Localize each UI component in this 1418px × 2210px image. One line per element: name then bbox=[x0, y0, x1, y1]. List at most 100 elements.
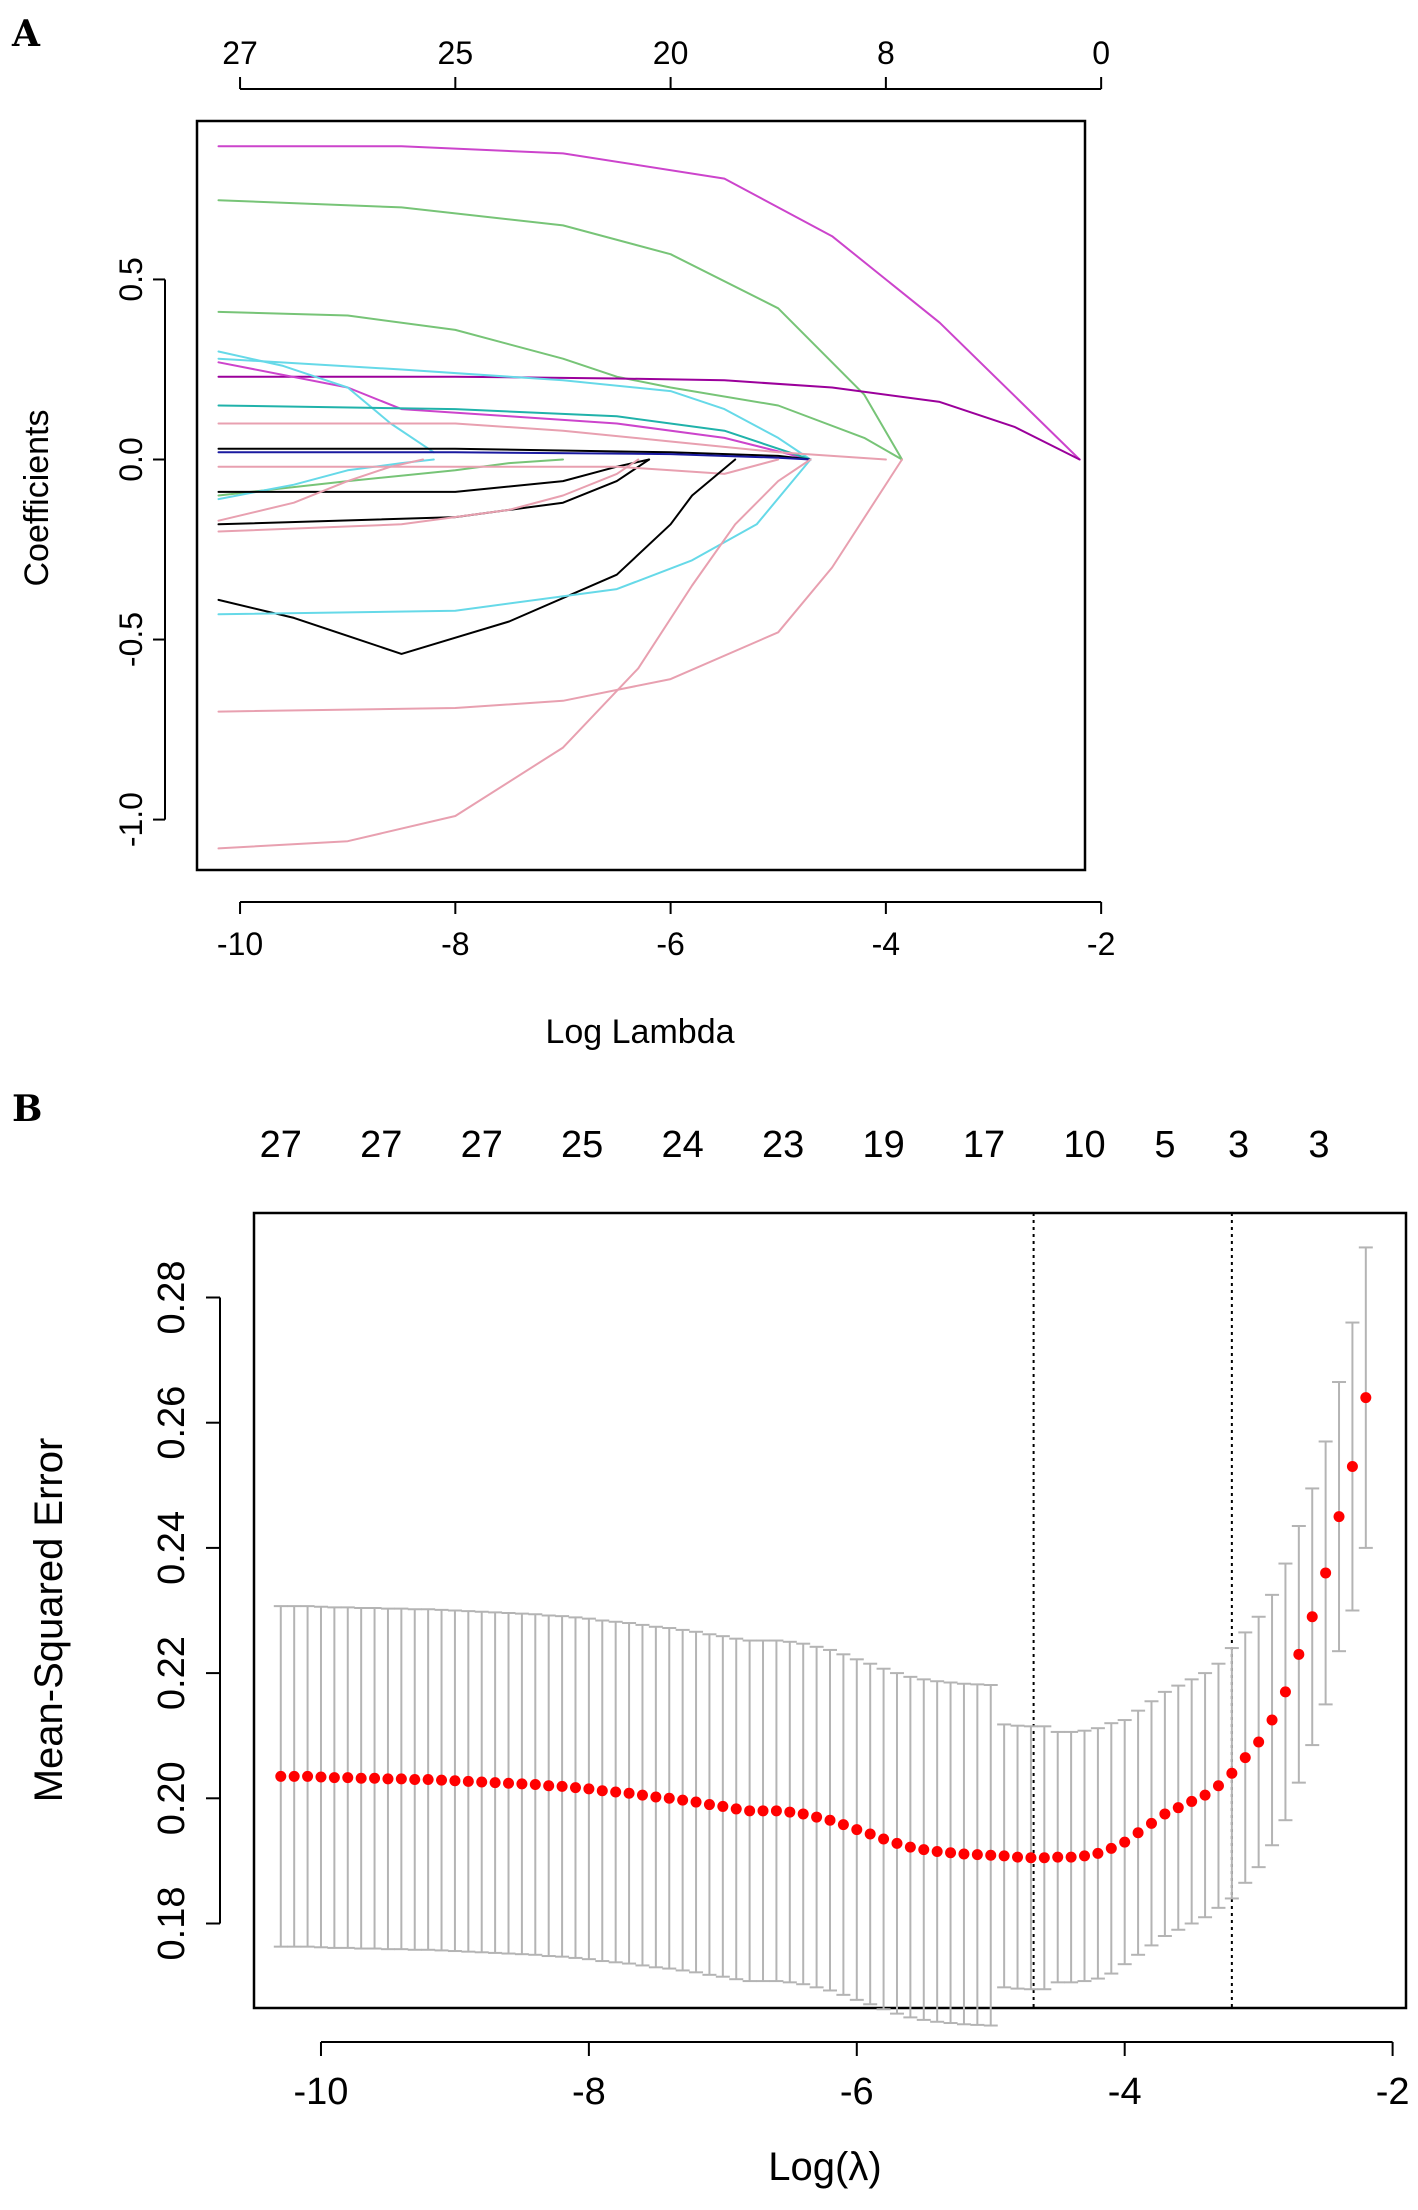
coefficient-line-9 bbox=[217, 422, 887, 461]
mse-point bbox=[1279, 1686, 1291, 1698]
error-bars bbox=[273, 1246, 1373, 2027]
mse-point bbox=[811, 1811, 823, 1823]
x-tick-label-b: -2 bbox=[1376, 2071, 1410, 2113]
mse-point bbox=[1293, 1648, 1305, 1660]
coefficient-line-3 bbox=[217, 310, 903, 461]
coefficient-line-17 bbox=[217, 458, 640, 533]
mse-point bbox=[744, 1805, 756, 1817]
top-axis-a: 27 25 20 8 0 bbox=[222, 35, 1110, 90]
y-tick-label-b: 0.24 bbox=[151, 1511, 193, 1585]
top-tick-label-b: 25 bbox=[561, 1124, 603, 1166]
mse-point bbox=[1119, 1836, 1131, 1848]
top-tick-label-b: 24 bbox=[662, 1124, 704, 1166]
mse-point bbox=[462, 1775, 474, 1787]
mse-point bbox=[1226, 1767, 1238, 1779]
coefficient-line-4 bbox=[217, 375, 1081, 461]
mse-point bbox=[824, 1814, 836, 1826]
mse-point bbox=[342, 1772, 354, 1784]
mse-point bbox=[623, 1787, 635, 1799]
top-tick-label-a: 0 bbox=[1092, 35, 1110, 71]
mse-point bbox=[1212, 1780, 1224, 1792]
top-tick-label-b: 17 bbox=[963, 1124, 1005, 1166]
top-tick-label-b: 5 bbox=[1154, 1124, 1175, 1166]
mse-points bbox=[275, 1392, 1372, 1864]
coefficient-path-panel: A -10 -8 -6 -4 -2 27 25 20 8 0 -1.0 -0.5 0.0 0.5 Lo… bbox=[11, 13, 1115, 1051]
mse-point bbox=[1266, 1714, 1278, 1726]
mse-point bbox=[1159, 1808, 1171, 1820]
mse-point bbox=[449, 1775, 461, 1787]
top-tick-label-a: 25 bbox=[438, 35, 474, 71]
mse-point bbox=[770, 1805, 782, 1817]
x-axis-title-a: Log Lambda bbox=[545, 1013, 734, 1051]
mse-point bbox=[610, 1786, 622, 1798]
mse-point bbox=[985, 1849, 997, 1861]
coefficient-line-16 bbox=[217, 458, 651, 526]
mse-point bbox=[476, 1776, 488, 1788]
mse-point bbox=[677, 1794, 689, 1806]
coefficient-line-5 bbox=[217, 357, 812, 461]
mse-point bbox=[998, 1850, 1010, 1862]
mse-point bbox=[328, 1772, 340, 1784]
y-axis-b: 0.18 0.20 0.22 0.24 0.26 0.28 bbox=[151, 1261, 221, 1961]
mse-point bbox=[583, 1783, 595, 1795]
y-tick-label-b: 0.20 bbox=[151, 1761, 193, 1835]
mse-point bbox=[436, 1774, 448, 1786]
mse-point bbox=[1038, 1852, 1050, 1864]
mse-point bbox=[690, 1796, 702, 1808]
mse-point bbox=[958, 1848, 970, 1860]
mse-point bbox=[556, 1780, 568, 1792]
x-tick-label-a: -2 bbox=[1087, 926, 1115, 962]
top-tick-label-b: 27 bbox=[260, 1124, 302, 1166]
mse-point bbox=[1199, 1789, 1211, 1801]
plot-frame-a bbox=[195, 119, 1087, 872]
mse-point bbox=[904, 1841, 916, 1853]
y-axis-a: -1.0 -0.5 0.0 0.5 bbox=[113, 257, 166, 847]
mse-point bbox=[422, 1774, 434, 1786]
mse-point bbox=[302, 1770, 314, 1782]
mse-point bbox=[315, 1771, 327, 1783]
mse-point bbox=[851, 1824, 863, 1836]
top-tick-label-b: 3 bbox=[1228, 1124, 1249, 1166]
mse-point bbox=[569, 1782, 581, 1794]
mse-point bbox=[1360, 1392, 1372, 1404]
mse-point bbox=[369, 1772, 381, 1784]
mse-point bbox=[878, 1833, 890, 1845]
mse-point bbox=[717, 1800, 729, 1812]
x-axis-b: -10 -8 -6 -4 -2 bbox=[294, 2041, 1410, 2113]
mse-point bbox=[636, 1789, 648, 1801]
top-tick-label-b: 27 bbox=[360, 1124, 402, 1166]
coefficient-line-20 bbox=[217, 458, 812, 616]
mse-point bbox=[918, 1844, 930, 1856]
mse-point bbox=[409, 1774, 421, 1786]
mse-point bbox=[529, 1779, 541, 1791]
x-tick-label-a: -6 bbox=[656, 926, 684, 962]
y-tick-label-b: 0.18 bbox=[151, 1887, 193, 1961]
coefficient-line-7 bbox=[217, 350, 435, 454]
mse-point bbox=[1025, 1852, 1037, 1864]
mse-point bbox=[543, 1780, 555, 1792]
mse-point bbox=[1105, 1842, 1117, 1854]
mse-point bbox=[931, 1846, 943, 1858]
y-tick-label-a: 0.0 bbox=[113, 437, 149, 481]
top-tick-label-b: 19 bbox=[862, 1124, 904, 1166]
mse-point bbox=[355, 1772, 367, 1784]
coefficient-line-1 bbox=[217, 145, 1081, 461]
coefficient-line-19 bbox=[217, 458, 737, 655]
top-tick-label-b: 3 bbox=[1308, 1124, 1329, 1166]
mse-point bbox=[1306, 1611, 1318, 1623]
mse-point bbox=[1346, 1461, 1358, 1473]
mse-point bbox=[837, 1819, 849, 1831]
mse-point bbox=[1239, 1752, 1251, 1764]
coefficient-lines bbox=[217, 145, 1081, 850]
mse-point bbox=[516, 1778, 528, 1790]
x-axis-title-b: Log(λ) bbox=[768, 2145, 881, 2189]
coefficient-line-12 bbox=[217, 458, 564, 497]
x-tick-label-a: -4 bbox=[872, 926, 900, 962]
x-tick-label-a: -8 bbox=[441, 926, 469, 962]
x-tick-label-a: -10 bbox=[217, 926, 263, 962]
mse-point bbox=[1012, 1851, 1024, 1863]
plot-frame-b bbox=[252, 1211, 1408, 2010]
top-tick-label-a: 27 bbox=[222, 35, 258, 71]
mse-point bbox=[1253, 1736, 1265, 1748]
